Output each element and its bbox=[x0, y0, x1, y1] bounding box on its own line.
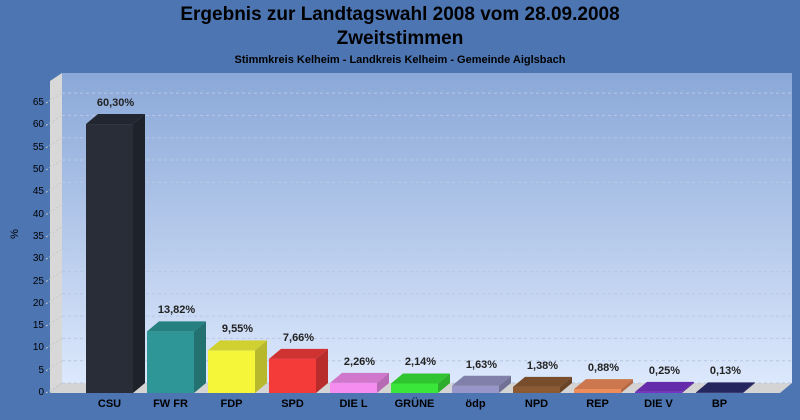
bar-csu bbox=[86, 114, 145, 393]
y-axis-label: % bbox=[8, 229, 21, 239]
y-tick-label: 60 bbox=[32, 119, 44, 131]
y-tick-label: 65 bbox=[32, 97, 44, 109]
y-tick-label: 50 bbox=[32, 164, 44, 175]
y-tick-label: 15 bbox=[32, 320, 44, 332]
bar-die-v bbox=[635, 381, 694, 393]
value-label: 13,82% bbox=[157, 304, 196, 317]
value-label: 9,55% bbox=[221, 323, 254, 336]
x-tick-label: FDP bbox=[220, 398, 243, 410]
chart-subtitle: Zweitstimmen bbox=[336, 28, 464, 49]
bar-spd bbox=[269, 348, 328, 393]
y-tick-label: 35 bbox=[32, 230, 44, 242]
bar-bp bbox=[696, 382, 755, 393]
x-tick-label: DIE V bbox=[644, 398, 673, 410]
bar-die-l bbox=[330, 372, 389, 393]
bar-fdp bbox=[208, 340, 267, 393]
y-tick-label: 25 bbox=[32, 275, 44, 287]
x-tick-label: NPD bbox=[524, 398, 549, 410]
x-tick-label: DIE L bbox=[339, 398, 368, 410]
x-tick-label: BP bbox=[711, 398, 728, 410]
value-label: 0,25% bbox=[648, 364, 681, 377]
plot-left-wall bbox=[50, 73, 62, 393]
y-tick-label: 45 bbox=[32, 186, 44, 198]
y-tick-label: 0 bbox=[38, 387, 44, 398]
x-tick-label: GRÜNE bbox=[394, 398, 435, 410]
y-tick-label: 10 bbox=[32, 342, 44, 354]
bar-ödp bbox=[452, 375, 511, 393]
y-tick-label: 5 bbox=[38, 364, 44, 376]
x-tick-label: CSU bbox=[97, 398, 122, 410]
value-label: 7,66% bbox=[282, 331, 315, 344]
x-tick-label: SPD bbox=[281, 398, 304, 410]
chart-title: Ergebnis zur Landtagswahl 2008 vom 28.09… bbox=[180, 4, 620, 25]
value-label: 2,26% bbox=[343, 355, 376, 368]
bar-grüne bbox=[391, 373, 450, 393]
x-tick-label: FW FR bbox=[153, 398, 188, 410]
value-label: 0,88% bbox=[587, 362, 620, 375]
bar-rep bbox=[574, 379, 633, 393]
y-tick-label: 30 bbox=[32, 253, 44, 265]
value-label: 1,38% bbox=[526, 359, 559, 372]
y-tick-label: 20 bbox=[32, 297, 44, 309]
value-label: 1,63% bbox=[465, 358, 498, 371]
bar-fw-fr bbox=[147, 321, 206, 393]
x-tick-label: REP bbox=[586, 398, 609, 410]
value-label: 2,14% bbox=[404, 356, 437, 369]
y-tick-label: 40 bbox=[32, 208, 44, 220]
bar-npd bbox=[513, 376, 572, 393]
y-tick-label: 55 bbox=[32, 141, 44, 153]
chart-caption: Stimmkreis Kelheim - Landkreis Kelheim -… bbox=[234, 54, 566, 66]
value-label: 0,13% bbox=[709, 365, 742, 378]
bars bbox=[86, 114, 755, 393]
value-label: 60,30% bbox=[96, 97, 135, 110]
x-tick-label: ödp bbox=[465, 398, 486, 410]
